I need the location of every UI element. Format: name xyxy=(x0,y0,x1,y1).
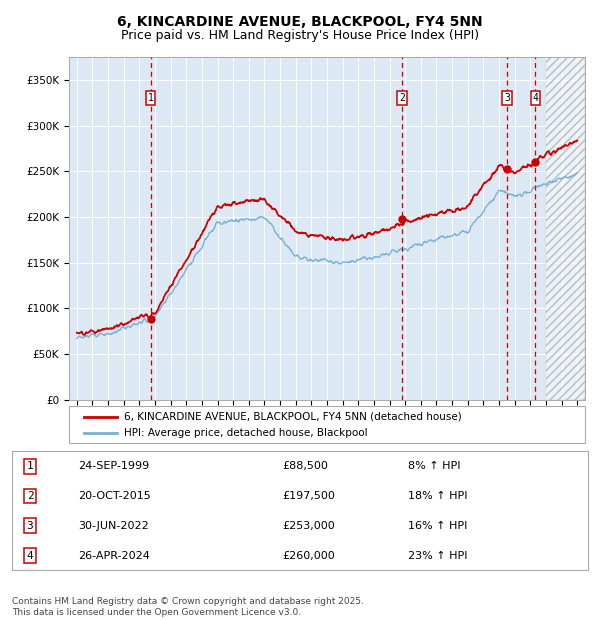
Text: £88,500: £88,500 xyxy=(282,461,328,471)
Text: 24-SEP-1999: 24-SEP-1999 xyxy=(78,461,149,471)
Text: HPI: Average price, detached house, Blackpool: HPI: Average price, detached house, Blac… xyxy=(124,428,368,438)
Text: Price paid vs. HM Land Registry's House Price Index (HPI): Price paid vs. HM Land Registry's House … xyxy=(121,29,479,42)
Text: 6, KINCARDINE AVENUE, BLACKPOOL, FY4 5NN: 6, KINCARDINE AVENUE, BLACKPOOL, FY4 5NN xyxy=(117,16,483,30)
Text: 1: 1 xyxy=(26,461,34,471)
Text: 1: 1 xyxy=(148,93,154,103)
Text: 18% ↑ HPI: 18% ↑ HPI xyxy=(408,491,467,501)
Text: Contains HM Land Registry data © Crown copyright and database right 2025.
This d: Contains HM Land Registry data © Crown c… xyxy=(12,598,364,617)
Text: 4: 4 xyxy=(532,93,538,103)
Text: 16% ↑ HPI: 16% ↑ HPI xyxy=(408,521,467,531)
Text: £260,000: £260,000 xyxy=(282,551,335,560)
Text: £197,500: £197,500 xyxy=(282,491,335,501)
Text: 23% ↑ HPI: 23% ↑ HPI xyxy=(408,551,467,560)
Bar xyxy=(546,57,585,400)
Text: 8% ↑ HPI: 8% ↑ HPI xyxy=(408,461,461,471)
Text: 26-APR-2024: 26-APR-2024 xyxy=(78,551,150,560)
Text: 3: 3 xyxy=(26,521,34,531)
Text: 4: 4 xyxy=(26,551,34,560)
Text: 6, KINCARDINE AVENUE, BLACKPOOL, FY4 5NN (detached house): 6, KINCARDINE AVENUE, BLACKPOOL, FY4 5NN… xyxy=(124,412,462,422)
Text: £253,000: £253,000 xyxy=(282,521,335,531)
Text: 2: 2 xyxy=(26,491,34,501)
Text: 20-OCT-2015: 20-OCT-2015 xyxy=(78,491,151,501)
Text: 30-JUN-2022: 30-JUN-2022 xyxy=(78,521,149,531)
Text: 3: 3 xyxy=(504,93,510,103)
Text: 2: 2 xyxy=(399,93,405,103)
Bar xyxy=(546,57,585,400)
